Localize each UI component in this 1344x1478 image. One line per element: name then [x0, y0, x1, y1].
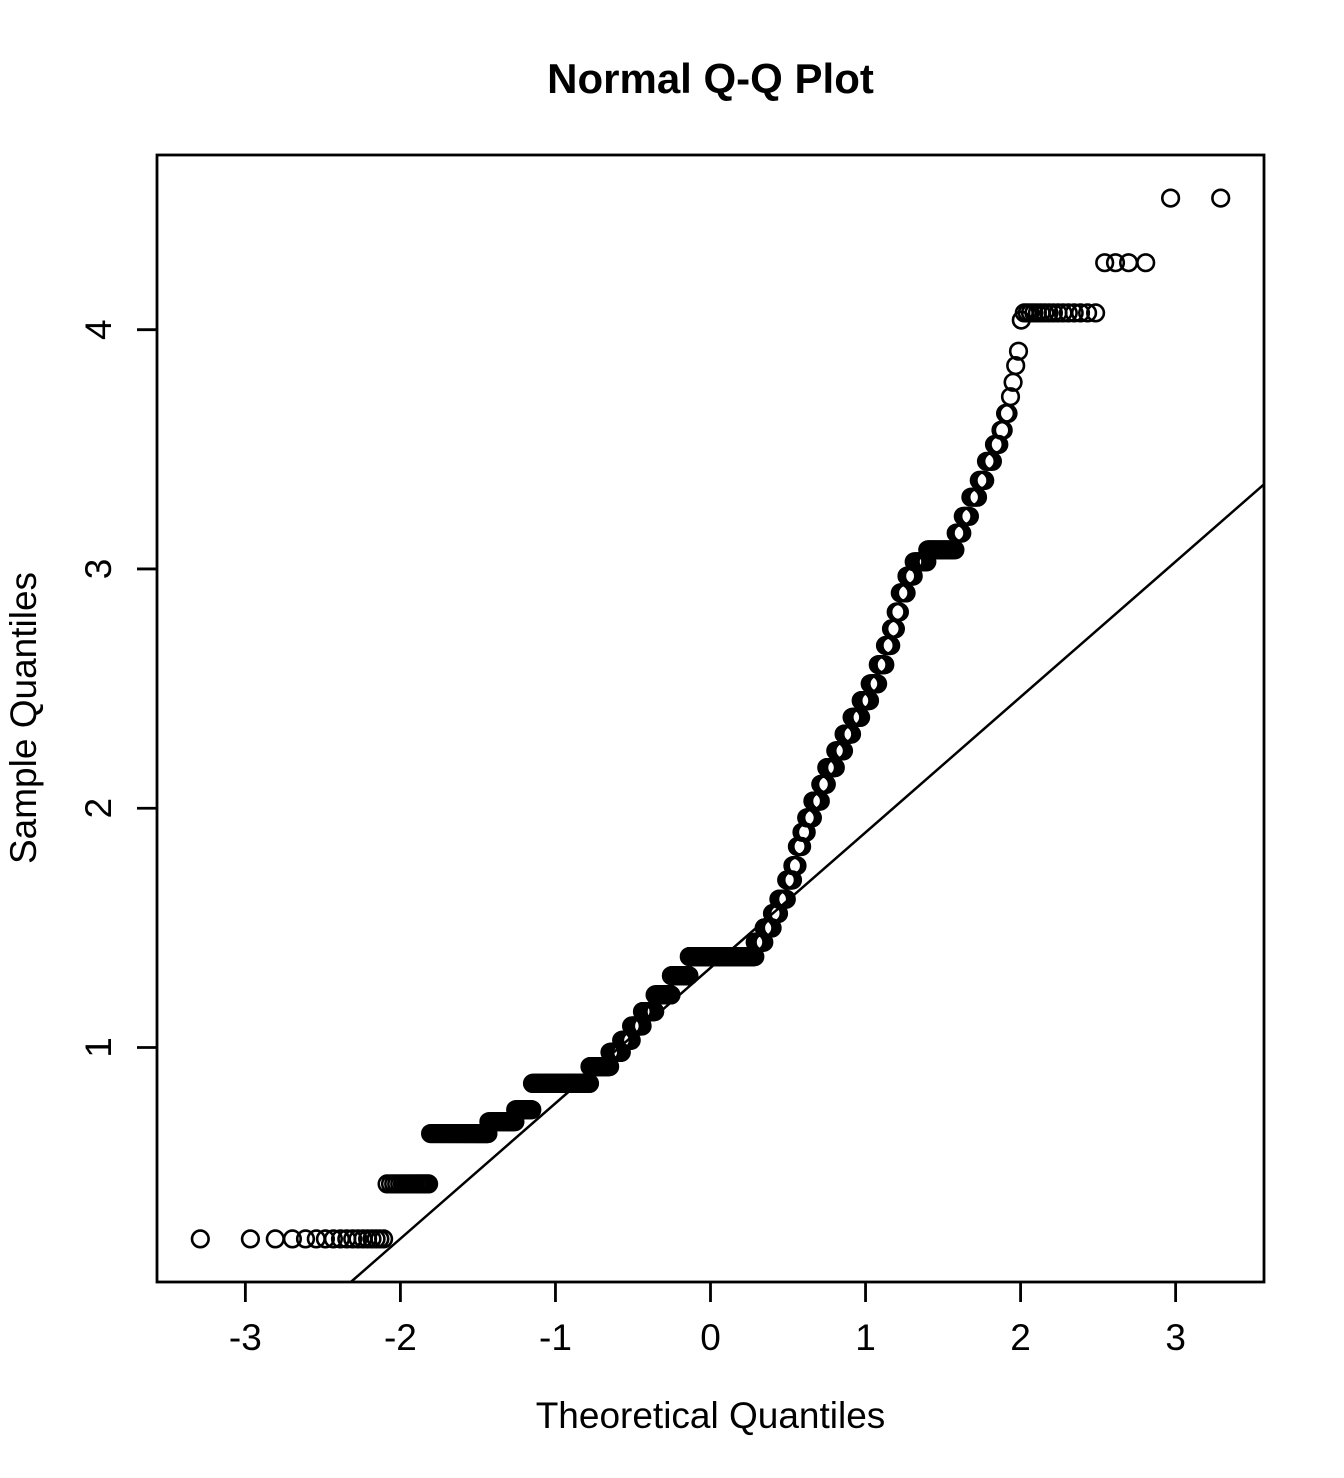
- data-point: [315, 1229, 336, 1249]
- data-point: [679, 966, 699, 986]
- data-point: [190, 1229, 210, 1249]
- data-point: [1000, 387, 1021, 407]
- y-axis-tick-label: 1: [78, 1037, 119, 1058]
- data-point: [295, 1229, 316, 1249]
- y-axis-tick-label: 4: [78, 319, 119, 340]
- data-points-layer: [190, 188, 1231, 1249]
- data-point: [343, 1229, 363, 1249]
- axes-layer: -3 -2 -1 0 1 2 3 1 2 3 4: [78, 319, 1186, 1358]
- qq-reference-line: [350, 483, 1265, 1283]
- data-point: [1070, 303, 1091, 323]
- y-axis-tick-label: 2: [78, 798, 119, 819]
- x-axis-tick-label: 0: [700, 1317, 721, 1358]
- data-point: [265, 1229, 285, 1249]
- data-point: [374, 1229, 394, 1249]
- data-point: [875, 655, 895, 675]
- data-point: [419, 1174, 439, 1194]
- data-point: [348, 1229, 368, 1249]
- x-axis-tick-label: -1: [539, 1317, 572, 1358]
- data-point: [1058, 303, 1078, 323]
- y-axis-label: Sample Quantiles: [3, 572, 44, 864]
- data-point: [959, 506, 980, 526]
- data-point: [522, 1100, 542, 1120]
- data-point: [323, 1229, 344, 1249]
- data-point: [1006, 356, 1026, 376]
- x-axis-tick-label: 2: [1010, 1317, 1031, 1358]
- data-point: [1136, 253, 1156, 273]
- x-axis-tick-label: -2: [384, 1317, 417, 1358]
- reference-line-layer: [350, 483, 1265, 1283]
- y-axis-tick-label: 3: [78, 559, 119, 580]
- chart-title: Normal Q-Q Plot: [547, 55, 874, 102]
- data-point: [1008, 341, 1029, 361]
- data-point: [1064, 303, 1084, 323]
- x-axis-tick-label: 3: [1165, 1317, 1186, 1358]
- data-point: [240, 1229, 260, 1249]
- data-point: [867, 674, 888, 694]
- data-point: [282, 1229, 303, 1249]
- data-point: [1077, 303, 1098, 323]
- plot-border: [155, 153, 1266, 1284]
- data-point: [1095, 253, 1115, 273]
- x-axis-tick-label: -3: [229, 1317, 262, 1358]
- data-point: [1160, 188, 1181, 208]
- x-axis-tick-label: 1: [855, 1317, 876, 1358]
- x-axis-label: Theoretical Quantiles: [536, 1395, 886, 1436]
- data-point: [975, 470, 995, 491]
- data-point: [1085, 303, 1106, 323]
- data-point: [787, 856, 807, 876]
- data-point: [889, 602, 910, 622]
- data-point: [1105, 253, 1126, 273]
- data-point: [1211, 188, 1231, 208]
- data-point: [776, 889, 796, 909]
